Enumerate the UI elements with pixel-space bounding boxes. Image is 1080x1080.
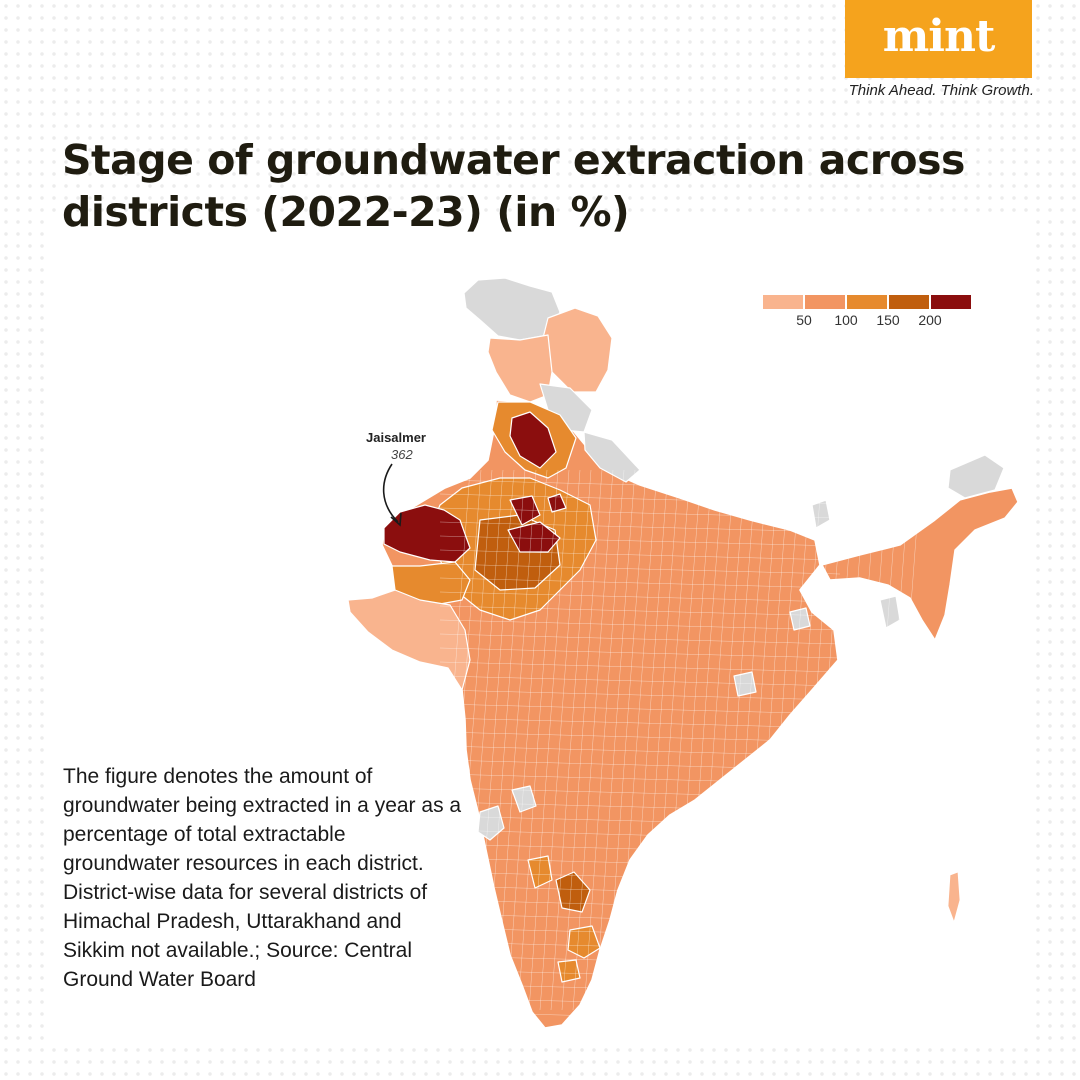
district-boundary [439,591,841,603]
region-jammu-kashmir [487,334,553,403]
district-boundary [572,469,614,1011]
district-boundary [495,469,537,1011]
district-boundary [439,689,841,701]
district-boundary [814,469,856,1011]
legend-swatch [763,295,803,309]
callout-jaisalmer-name: Jaisalmer [366,430,426,445]
district-boundary [439,535,841,547]
district-boundary [439,955,841,967]
district-boundary [847,469,889,1011]
note-footnote: District-wise data for several districts… [63,881,428,991]
district-boundary [439,619,841,631]
district-boundary [439,661,841,673]
region-andaman [947,871,961,923]
legend-swatch [931,295,971,309]
legend: 50 100 150 200 [763,295,973,335]
district-boundary [836,469,878,1011]
district-boundary [439,941,841,953]
district-boundary [506,469,548,1011]
district-boundary [439,633,841,645]
legend-swatch [889,295,929,309]
chart-title: Stage of groundwater extraction across d… [62,136,965,236]
legend-tick-label: 50 [796,312,812,328]
district-boundary [439,549,841,561]
district-boundary [561,469,603,1011]
region-uttarakhand-nodata [583,431,641,483]
note-description: The figure denotes the amount of groundw… [63,765,462,875]
region-tn-hotspot-1 [567,925,601,959]
region-tripura-nodata [879,595,901,629]
region-northeast [821,487,1019,641]
district-boundary [825,469,867,1011]
chart-note: The figure denotes the amount of groundw… [63,762,468,994]
region-sikkim-nodata [811,499,831,529]
district-boundary [439,983,841,995]
district-boundary [439,927,841,939]
region-rajasthan-hotspot-2 [507,521,561,553]
region-northeast-nodata [947,454,1005,499]
region-jaisalmer [383,504,471,563]
region-nodata-mp [511,785,537,813]
region-karnataka-hotspot [555,871,591,913]
tagline: Think Ahead. Think Growth. [848,82,1034,99]
district-boundary [517,469,559,1011]
logo-text: mint [882,10,996,62]
callout-jaisalmer-value: 362 [391,447,413,462]
district-boundary [439,969,841,981]
district-boundary [439,1025,841,1028]
legend-tick-label: 150 [876,312,900,328]
district-boundary [439,563,841,575]
legend-swatch [847,295,887,309]
district-boundary [439,605,841,617]
region-punjab-hotspot [509,411,557,469]
district-boundary [439,717,841,729]
region-tn-hotspot-2 [557,959,581,983]
district-boundary [550,469,592,1011]
district-boundary [439,647,841,659]
district-boundary [594,469,636,1011]
district-boundary [439,521,841,533]
district-boundary [528,469,570,1011]
district-boundary [439,997,841,1009]
district-boundary [439,1011,841,1023]
legend-tick-label: 200 [918,312,942,328]
district-boundary [539,469,581,1011]
district-boundary [439,577,841,589]
region-karnataka-mid [527,855,553,889]
map-layer [347,277,1019,1029]
district-boundary [583,469,625,1011]
district-boundary [439,675,841,687]
legend-tick-label: 100 [834,312,858,328]
callout-arrow-icon [382,463,402,527]
legend-swatch [805,295,845,309]
district-boundary [439,703,841,715]
mint-logo[interactable]: mint [845,0,1032,78]
india-district-map [347,277,1019,1029]
